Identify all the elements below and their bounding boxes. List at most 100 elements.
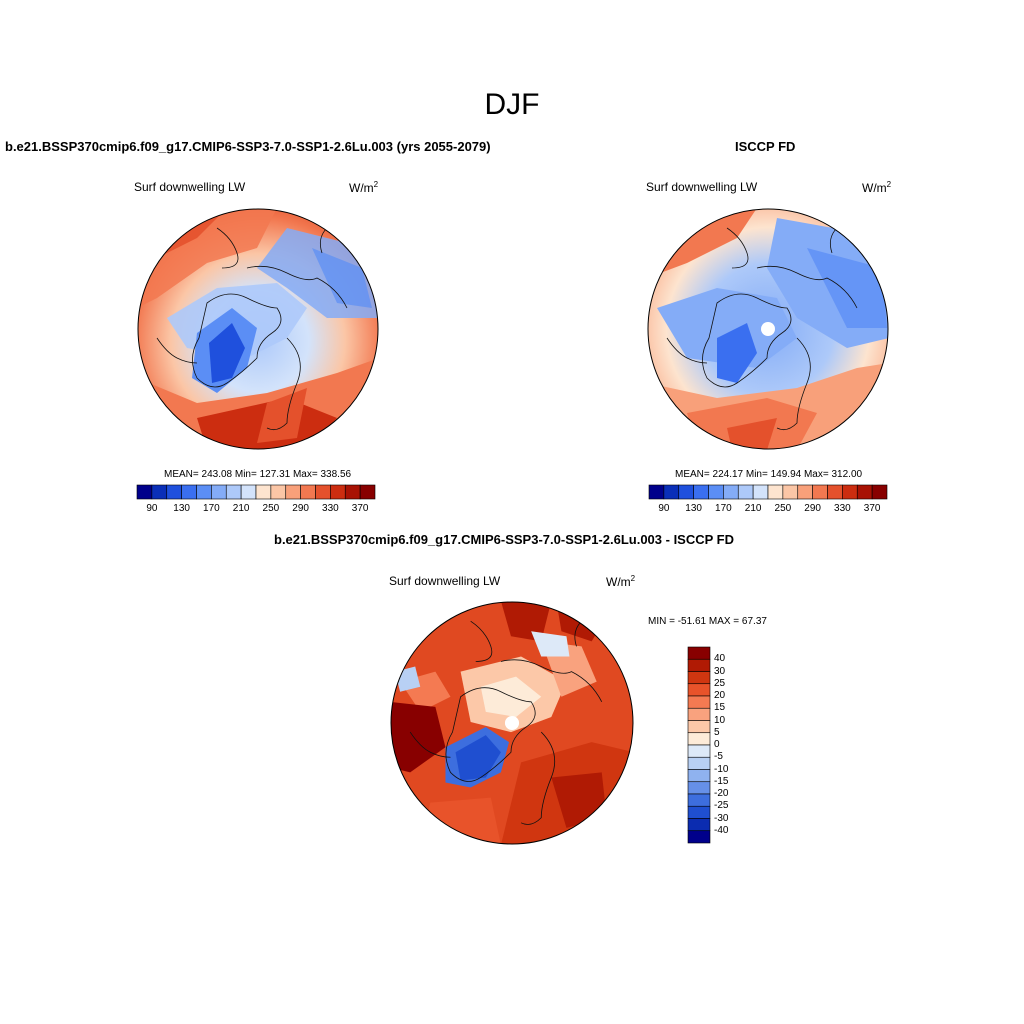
model-colorbar-tick: 370 xyxy=(351,503,369,514)
obs-variable-label: Surf downwelling LW xyxy=(646,180,758,194)
obs-colorbar-box xyxy=(856,484,873,500)
diff-colorbar-tick: -10 xyxy=(714,763,729,775)
diff-colorbar-tick: 10 xyxy=(714,714,726,726)
model-colorbar-box xyxy=(344,484,361,500)
model-colorbar-box xyxy=(181,484,197,500)
diff-colorbar-box xyxy=(687,707,711,721)
diff-colorbar-tick: 5 xyxy=(714,726,720,738)
diff-colorbar-tick: 15 xyxy=(714,702,726,714)
obs-colorbar-box xyxy=(708,484,724,500)
model-colorbar-box xyxy=(166,484,182,500)
diff-colorbar-box xyxy=(687,756,711,770)
diff-colorbar-box xyxy=(687,830,711,844)
obs-colorbar-box xyxy=(693,484,709,500)
model-colorbar-box xyxy=(300,484,316,500)
model-colorbar-box xyxy=(315,484,331,500)
diff-colorbar-box xyxy=(687,769,711,783)
diff-colorbar-box xyxy=(687,683,711,697)
obs-panel-title: ISCCP FD xyxy=(735,139,796,154)
model-colorbar-box xyxy=(270,484,287,500)
diff-colorbar-box xyxy=(687,658,711,672)
diff-colorbar-tick: 0 xyxy=(714,739,720,750)
diff-colorbar-box xyxy=(687,720,711,734)
model-colorbar-ticks: 90 130 170 210 250 290 330 370 xyxy=(137,503,375,517)
model-panel-title: b.e21.BSSP370cmip6.f09_g17.CMIP6-SSP3-7.… xyxy=(5,139,491,154)
obs-colorbar-box xyxy=(663,484,680,500)
diff-colorbar-tick: -20 xyxy=(714,788,729,799)
obs-colorbar-tick: 130 xyxy=(685,503,702,514)
obs-colorbar-box xyxy=(871,484,888,500)
obs-colorbar-ticks: 90 130 170 210 250 290 330 370 xyxy=(649,503,887,517)
diff-colorbar-box xyxy=(687,805,711,819)
obs-colorbar-box xyxy=(737,484,754,500)
diff-colorbar-tick: -25 xyxy=(714,800,729,812)
model-colorbar-box xyxy=(255,484,272,500)
model-colorbar-box xyxy=(330,484,346,500)
model-colorbar-tick: 250 xyxy=(262,503,280,514)
diff-colorbar-tick: 30 xyxy=(714,665,726,677)
obs-colorbar-box xyxy=(723,484,739,500)
obs-colorbar-tick: 290 xyxy=(804,503,821,514)
diff-units-label: W/m2 xyxy=(606,574,636,589)
model-colorbar-box xyxy=(240,484,257,500)
diff-colorbar-tick: -15 xyxy=(714,775,729,787)
obs-colorbar-box xyxy=(678,484,694,500)
model-units-label: W/m2 xyxy=(349,180,379,195)
model-colorbar-tick: 290 xyxy=(292,503,309,514)
obs-colorbar-box xyxy=(648,484,665,500)
diff-colorbar-tick: 40 xyxy=(714,653,726,665)
obs-colorbar-box xyxy=(767,484,784,500)
obs-colorbar-box xyxy=(842,484,858,500)
diff-colorbar-tick: 25 xyxy=(714,677,726,689)
model-colorbar-box xyxy=(225,484,242,500)
obs-colorbar xyxy=(648,484,888,500)
diff-colorbar-tick: 20 xyxy=(714,690,726,701)
diff-colorbar-box xyxy=(687,695,711,709)
diff-colorbar-box xyxy=(687,793,711,807)
model-colorbar xyxy=(136,484,376,500)
diff-colorbar-box xyxy=(687,671,711,685)
model-colorbar-tick: 90 xyxy=(146,503,158,514)
pole-hole-diff xyxy=(504,715,520,731)
model-colorbar-tick: 130 xyxy=(173,503,190,514)
obs-colorbar-box xyxy=(782,484,799,500)
model-colorbar-box xyxy=(359,484,376,500)
diff-colorbar-tick: -30 xyxy=(714,812,729,824)
diff-colorbar-box xyxy=(687,744,711,758)
obs-colorbar-box xyxy=(752,484,769,500)
diff-colorbar-box xyxy=(687,781,711,795)
obs-colorbar-box xyxy=(827,484,843,500)
obs-units-label: W/m2 xyxy=(862,180,892,195)
diff-colorbar-ticks: 40 30 25 20 15 10 5 0 -5 -10 -15 -20 -25 -30 -40 xyxy=(714,647,754,843)
diff-colorbar-tick: -40 xyxy=(714,824,729,836)
obs-colorbar-tick: 90 xyxy=(658,503,670,514)
obs-colorbar-tick: 170 xyxy=(715,503,732,514)
diff-variable-label: Surf downwelling LW xyxy=(389,574,501,588)
model-polar-map xyxy=(137,208,379,450)
model-colorbar-tick: 210 xyxy=(232,503,250,514)
figure-title: DJF xyxy=(484,88,540,121)
obs-colorbar-tick: 210 xyxy=(744,503,762,514)
model-colorbar-box xyxy=(285,484,301,500)
obs-polar-map xyxy=(647,208,889,450)
model-colorbar-tick: 330 xyxy=(322,503,339,514)
obs-colorbar-tick: 250 xyxy=(774,503,792,514)
model-colorbar-box xyxy=(196,484,212,500)
model-colorbar-tick: 170 xyxy=(203,503,220,514)
model-colorbar-box xyxy=(151,484,168,500)
model-colorbar-box xyxy=(211,484,227,500)
obs-colorbar-tick: 330 xyxy=(834,503,851,514)
pole-hole-obs xyxy=(761,322,775,336)
obs-colorbar-box xyxy=(797,484,813,500)
model-stats: MEAN= 243.08 Min= 127.31 Max= 338.56 xyxy=(164,469,352,480)
diff-polar-map xyxy=(390,601,634,845)
diff-stats: MIN = -51.61 MAX = 67.37 xyxy=(648,616,767,627)
diff-colorbar-box xyxy=(687,818,711,832)
diff-colorbar-box xyxy=(687,732,711,746)
diff-panel-title: b.e21.BSSP370cmip6.f09_g17.CMIP6-SSP3-7.… xyxy=(274,532,735,547)
diff-colorbar-tick: -5 xyxy=(714,751,723,763)
diff-colorbar xyxy=(687,646,711,844)
model-variable-label: Surf downwelling LW xyxy=(134,180,246,194)
diff-colorbar-box xyxy=(687,646,711,660)
obs-stats: MEAN= 224.17 Min= 149.94 Max= 312.00 xyxy=(675,469,863,480)
